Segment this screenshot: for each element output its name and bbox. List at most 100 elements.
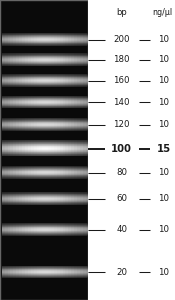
Bar xyxy=(57,177,60,178)
Bar xyxy=(48,120,51,121)
Bar xyxy=(16,40,19,41)
Bar xyxy=(8,107,10,108)
Bar xyxy=(42,129,45,130)
Bar xyxy=(34,203,37,204)
Bar xyxy=(2,144,5,145)
Bar xyxy=(37,45,40,46)
Bar xyxy=(22,195,25,196)
Bar xyxy=(60,200,63,201)
Bar xyxy=(63,140,66,141)
Bar xyxy=(19,274,22,275)
Bar xyxy=(13,171,16,172)
Bar xyxy=(28,103,31,104)
Bar xyxy=(31,146,34,147)
Bar xyxy=(51,105,54,106)
Bar xyxy=(86,267,89,268)
Bar xyxy=(31,61,34,62)
Bar xyxy=(86,37,89,38)
Bar xyxy=(80,124,83,125)
Bar xyxy=(65,119,68,120)
Bar xyxy=(86,227,89,228)
Bar xyxy=(80,274,83,275)
Bar xyxy=(45,234,48,235)
Bar xyxy=(86,44,89,45)
Bar xyxy=(54,197,57,198)
Bar xyxy=(83,54,86,55)
Bar xyxy=(80,126,83,127)
Bar xyxy=(63,227,66,228)
Bar xyxy=(74,62,77,63)
Bar xyxy=(2,199,5,200)
Bar xyxy=(28,60,31,61)
Bar xyxy=(42,84,45,85)
Bar xyxy=(34,85,37,86)
Bar xyxy=(16,146,19,147)
Bar xyxy=(19,99,22,100)
Bar xyxy=(63,194,66,195)
Bar xyxy=(54,197,57,198)
Bar xyxy=(8,272,10,273)
Bar xyxy=(60,107,63,108)
Bar xyxy=(54,60,57,61)
Bar xyxy=(28,54,31,55)
Bar xyxy=(86,199,89,200)
Bar xyxy=(45,60,48,61)
Bar xyxy=(54,196,57,197)
Bar xyxy=(16,231,19,232)
Bar xyxy=(77,40,80,41)
Bar xyxy=(34,97,37,98)
Bar xyxy=(39,273,42,274)
Bar xyxy=(22,234,25,235)
Bar xyxy=(13,151,16,152)
Bar xyxy=(2,234,5,235)
Bar xyxy=(74,234,77,235)
Bar xyxy=(8,107,10,108)
Bar xyxy=(65,99,68,100)
Bar xyxy=(5,123,8,124)
Bar xyxy=(45,275,48,276)
Bar xyxy=(68,34,71,35)
Bar xyxy=(80,75,83,76)
Bar xyxy=(5,140,8,141)
Bar xyxy=(10,37,13,38)
Bar xyxy=(60,225,63,226)
Bar xyxy=(83,235,86,236)
Bar xyxy=(57,63,60,64)
Bar xyxy=(77,169,80,170)
Bar xyxy=(65,233,68,234)
Bar xyxy=(71,123,74,124)
Bar xyxy=(13,38,16,39)
Bar xyxy=(83,36,86,37)
Bar xyxy=(39,272,42,273)
Bar xyxy=(42,127,45,128)
Bar xyxy=(39,227,42,228)
Bar xyxy=(80,82,83,83)
Bar xyxy=(45,86,48,87)
Bar xyxy=(19,120,22,121)
Bar xyxy=(16,173,19,174)
Bar xyxy=(80,267,83,268)
Bar xyxy=(5,273,8,274)
Bar xyxy=(5,82,8,83)
Bar xyxy=(80,272,83,273)
Bar xyxy=(10,86,13,87)
Bar xyxy=(48,148,51,149)
Bar xyxy=(60,144,63,145)
Bar xyxy=(86,204,89,205)
Bar xyxy=(8,96,10,97)
Bar xyxy=(5,40,8,41)
Bar xyxy=(68,223,71,224)
Bar xyxy=(19,104,22,105)
Bar xyxy=(39,40,42,41)
Bar xyxy=(77,100,80,101)
Bar xyxy=(65,146,68,147)
Bar xyxy=(83,195,86,196)
Bar xyxy=(10,81,13,82)
Bar xyxy=(54,154,57,155)
Bar xyxy=(51,270,54,271)
Bar xyxy=(16,130,19,131)
Bar xyxy=(28,167,31,168)
Bar xyxy=(5,37,8,38)
Bar xyxy=(2,147,5,148)
Bar xyxy=(19,147,22,148)
